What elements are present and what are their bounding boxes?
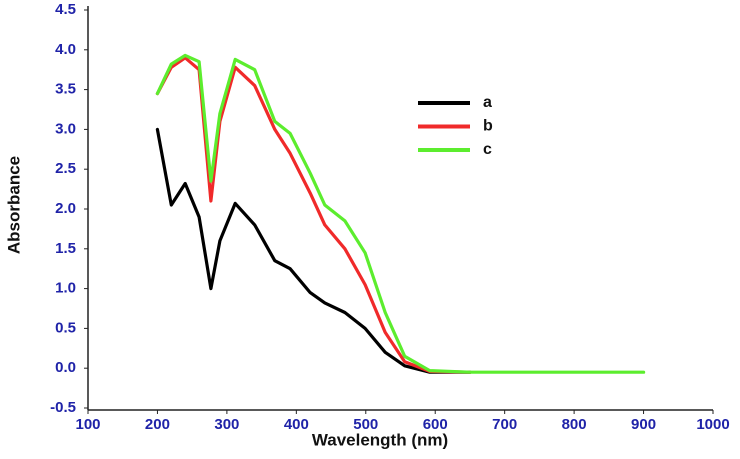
x-tick-label: 300 xyxy=(214,416,239,433)
x-tick-label: 700 xyxy=(492,416,517,433)
y-tick-label: 1.0 xyxy=(55,280,76,297)
y-tick-label: 3.0 xyxy=(55,120,76,137)
legend-label: a xyxy=(483,94,492,111)
y-tick-label: 1.5 xyxy=(55,240,76,257)
x-tick-label: 1000 xyxy=(696,416,729,433)
y-tick-label: 4.0 xyxy=(55,41,76,58)
y-tick-label: 0.0 xyxy=(55,359,76,376)
x-tick-label: 800 xyxy=(562,416,587,433)
series-line xyxy=(155,127,472,374)
x-tick-label: 900 xyxy=(631,416,656,433)
y-tick-label: 2.0 xyxy=(55,200,76,217)
x-tick-label: 200 xyxy=(145,416,170,433)
y-tick-label: -0.5 xyxy=(50,399,76,416)
y-axis-title: Absorbance xyxy=(4,156,23,254)
y-tick-label: 4.5 xyxy=(55,1,76,18)
y-tick-label: 3.5 xyxy=(55,81,76,98)
series-line xyxy=(155,56,472,374)
legend-label: c xyxy=(483,141,492,158)
series-line xyxy=(155,53,646,374)
x-tick-label: 100 xyxy=(75,416,100,433)
y-tick-label: 2.5 xyxy=(55,160,76,177)
legend-label: b xyxy=(483,118,493,135)
x-tick-label: 500 xyxy=(353,416,378,433)
x-axis-title: Wavelength (nm) xyxy=(312,430,448,449)
x-tick-label: 400 xyxy=(284,416,309,433)
x-tick-label: 600 xyxy=(423,416,448,433)
y-tick-label: 0.5 xyxy=(55,319,76,336)
